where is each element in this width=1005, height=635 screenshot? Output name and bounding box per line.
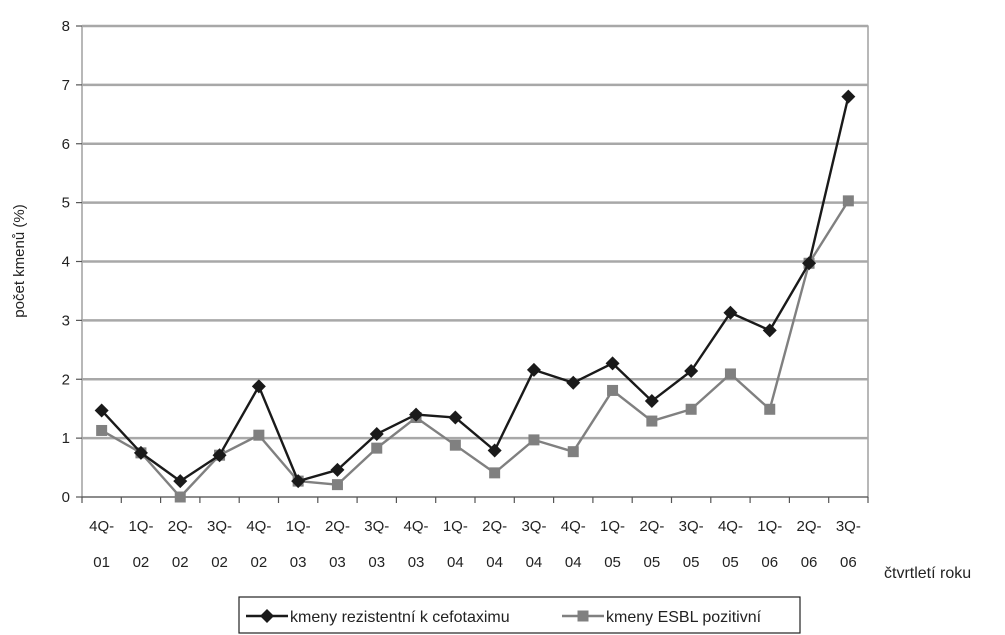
x-tick-label: 05	[683, 554, 700, 571]
series-line	[101, 200, 850, 499]
data-point-square	[607, 384, 619, 396]
data-point-square	[96, 424, 108, 436]
data-point-diamond	[133, 445, 148, 460]
data-point-diamond	[212, 448, 227, 463]
x-tick-label: 2Q-	[797, 518, 822, 535]
legend-marker-square	[577, 610, 589, 622]
y-tick-label: 7	[62, 77, 70, 94]
y-tick-label: 1	[62, 430, 70, 447]
data-point-square	[528, 434, 540, 446]
data-point-square	[646, 415, 658, 427]
data-point-diamond	[409, 407, 424, 422]
x-tick-label: 02	[133, 554, 150, 571]
data-point-diamond	[487, 443, 502, 458]
x-tick-label: 06	[761, 554, 778, 571]
x-tick-label: 05	[604, 554, 621, 571]
x-tick-label: 06	[801, 554, 818, 571]
data-point-diamond	[448, 410, 463, 425]
y-tick-label: 3	[62, 312, 70, 329]
series-layer	[94, 89, 856, 503]
x-tick-label: 3Q-	[836, 518, 861, 535]
x-tick-label: 1Q-	[128, 518, 153, 535]
y-tick-label: 0	[62, 489, 70, 506]
x-tick-label: 4Q-	[246, 518, 271, 535]
data-point-diamond	[330, 462, 345, 477]
data-point-square	[449, 439, 461, 451]
data-point-square	[842, 195, 854, 207]
legend-box	[238, 596, 801, 634]
data-point-square	[724, 368, 736, 380]
data-point-square	[174, 491, 186, 503]
legend-label: kmeny ESBL pozitivní	[606, 609, 762, 626]
x-tick-label: 4Q-	[718, 518, 743, 535]
data-point-square	[567, 446, 579, 458]
y-tick-label: 4	[62, 254, 70, 271]
data-point-square	[253, 429, 265, 441]
data-point-diamond	[723, 305, 738, 320]
x-tick-label: 06	[840, 554, 857, 571]
x-tick-label: 01	[93, 554, 110, 571]
x-tick-label: 3Q-	[521, 518, 546, 535]
x-tick-label: 02	[251, 554, 268, 571]
data-point-diamond	[605, 356, 620, 371]
x-tick-label: 3Q-	[364, 518, 389, 535]
x-tick-label: 03	[408, 554, 425, 571]
x-axis-title: čtvrtletí roku	[884, 565, 971, 582]
data-point-square	[685, 403, 697, 415]
x-tick-label: 04	[565, 554, 582, 571]
axes: 0123456784Q-011Q-022Q-023Q-024Q-021Q-032…	[62, 18, 869, 571]
x-tick-label: 4Q-	[89, 518, 114, 535]
y-axis-title: počet kmenů (%)	[11, 204, 28, 317]
y-tick-label: 2	[62, 371, 70, 388]
x-tick-label: 1Q-	[757, 518, 782, 535]
x-tick-label: 03	[290, 554, 307, 571]
x-tick-label: 05	[722, 554, 739, 571]
x-tick-label: 02	[211, 554, 228, 571]
data-point-diamond	[802, 256, 817, 271]
data-point-diamond	[251, 379, 266, 394]
data-point-diamond	[526, 362, 541, 377]
x-tick-label: 05	[644, 554, 661, 571]
x-tick-label: 3Q-	[679, 518, 704, 535]
data-point-diamond	[369, 427, 384, 442]
data-point-diamond	[762, 323, 777, 338]
x-tick-label: 2Q-	[639, 518, 664, 535]
data-point-diamond	[291, 474, 306, 489]
x-tick-label: 03	[368, 554, 385, 571]
x-tick-label: 1Q-	[443, 518, 468, 535]
x-tick-label: 2Q-	[482, 518, 507, 535]
legend-label: kmeny rezistentní k cefotaximu	[290, 609, 510, 626]
x-tick-label: 2Q-	[168, 518, 193, 535]
data-point-square	[489, 467, 501, 479]
legend: kmeny rezistentní k cefotaximu kmeny ESBL…	[238, 596, 801, 634]
data-point-diamond	[644, 394, 659, 409]
data-point-square	[371, 442, 383, 454]
data-point-diamond	[566, 375, 581, 390]
data-point-diamond	[94, 403, 109, 418]
y-tick-label: 8	[62, 18, 70, 35]
data-point-diamond	[841, 89, 856, 104]
x-tick-label: 2Q-	[325, 518, 350, 535]
data-point-square	[331, 479, 343, 491]
x-tick-label: 04	[447, 554, 464, 571]
x-tick-label: 04	[486, 554, 503, 571]
series-line	[100, 96, 850, 483]
x-tick-label: 4Q-	[561, 518, 586, 535]
x-tick-label: 04	[526, 554, 543, 571]
x-tick-label: 1Q-	[600, 518, 625, 535]
x-tick-label: 4Q-	[404, 518, 429, 535]
data-point-diamond	[684, 364, 699, 379]
x-tick-label: 02	[172, 554, 189, 571]
data-point-diamond	[173, 474, 188, 489]
x-tick-label: 1Q-	[286, 518, 311, 535]
y-tick-label: 5	[62, 195, 70, 212]
data-point-square	[764, 403, 776, 415]
x-tick-label: 3Q-	[207, 518, 232, 535]
legend-marker-diamond	[260, 609, 274, 623]
x-tick-label: 03	[329, 554, 346, 571]
y-tick-label: 6	[62, 136, 70, 153]
